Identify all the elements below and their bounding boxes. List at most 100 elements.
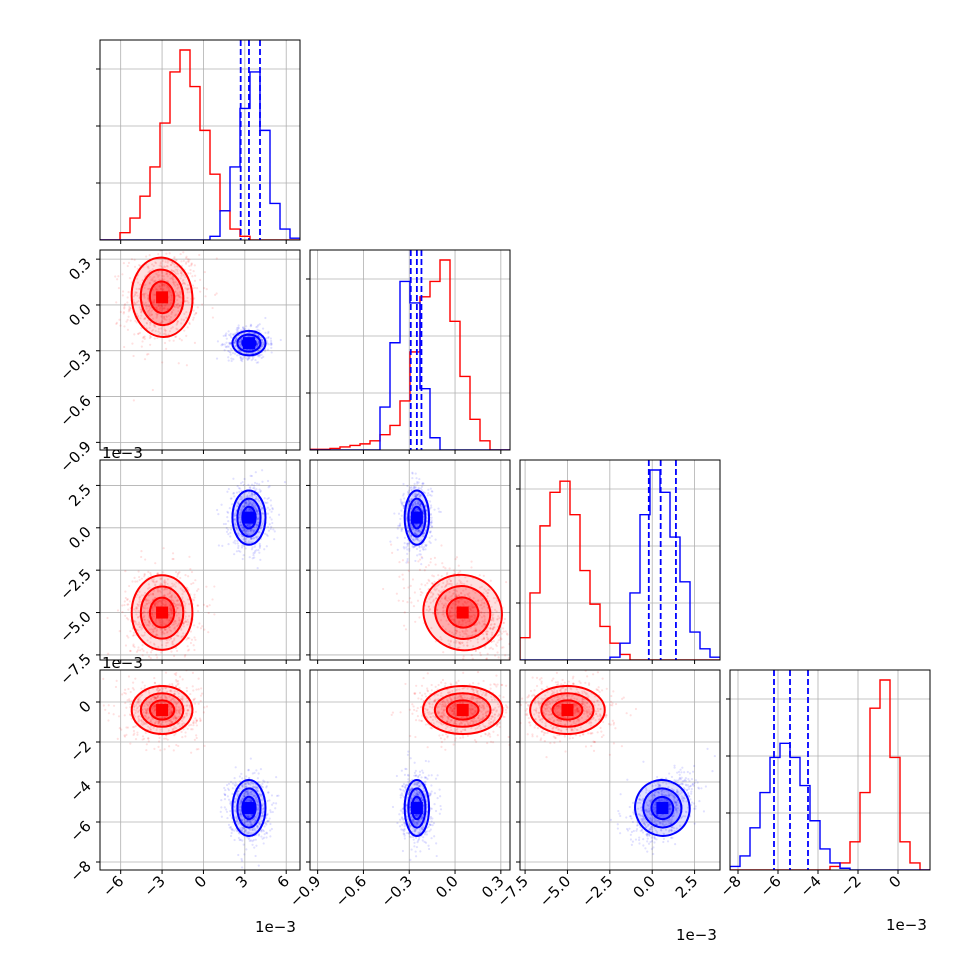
- sample-point: [397, 512, 401, 515]
- sample-point: [188, 555, 191, 558]
- sample-point: [190, 638, 194, 641]
- sample-point: [203, 628, 206, 631]
- sample-point: [252, 553, 255, 557]
- sample-point: [132, 688, 135, 691]
- sample-point: [464, 576, 467, 579]
- sample-point: [449, 582, 452, 585]
- sample-point: [255, 326, 258, 329]
- sample-point: [260, 339, 264, 342]
- panel-3-0: −6 −3 0 3 6−8−6−4−20: [66, 669, 301, 900]
- sample-point: [153, 325, 156, 328]
- sample-point: [162, 317, 165, 320]
- sample-point: [160, 644, 164, 647]
- sample-point: [254, 550, 257, 553]
- sample-point: [411, 504, 414, 507]
- sample-point: [481, 601, 484, 605]
- sample-point: [136, 607, 139, 610]
- sample-point: [175, 323, 178, 326]
- sample-point: [237, 534, 240, 537]
- sample-point: [163, 315, 166, 318]
- sample-point: [258, 353, 261, 357]
- sample-point: [234, 524, 237, 527]
- sample-point: [184, 653, 187, 657]
- sample-point: [132, 729, 136, 733]
- sample-point: [433, 556, 437, 559]
- sample-point: [126, 603, 129, 606]
- sample-point: [171, 610, 174, 613]
- sample-point: [115, 679, 118, 682]
- sample-point: [157, 270, 160, 274]
- sample-point: [127, 603, 130, 606]
- sample-point: [182, 635, 185, 638]
- sample-point: [403, 611, 406, 614]
- sample-point: [412, 605, 416, 608]
- sample-point: [159, 304, 162, 307]
- sample-point: [157, 275, 160, 278]
- sample-point: [159, 261, 162, 264]
- sample-point: [240, 510, 243, 513]
- sample-point: [235, 337, 238, 340]
- sample-point: [166, 275, 169, 278]
- sample-point: [176, 328, 179, 331]
- sample-point: [153, 664, 155, 666]
- sample-point: [159, 577, 162, 580]
- sample-point: [480, 599, 483, 602]
- sample-point: [244, 501, 248, 504]
- sample-point: [459, 641, 462, 644]
- sample-point: [251, 352, 254, 355]
- sample-point: [145, 743, 148, 746]
- sample-point: [141, 681, 144, 684]
- sample-point: [241, 544, 244, 547]
- sample-point: [133, 302, 137, 305]
- sample-point: [463, 583, 466, 586]
- sample-point: [485, 590, 488, 593]
- sample-point: [174, 610, 177, 614]
- sample-point: [152, 328, 155, 332]
- sample-point: [481, 607, 484, 610]
- sample-point: [455, 593, 458, 596]
- sample-point: [248, 503, 251, 506]
- sample-point: [493, 626, 496, 629]
- sample-point: [270, 510, 273, 513]
- sample-point: [482, 605, 486, 608]
- sample-point: [450, 594, 454, 597]
- sample-point: [142, 606, 145, 610]
- sample-point: [251, 504, 254, 508]
- sample-point: [121, 273, 124, 276]
- sample-point: [416, 554, 419, 557]
- sample-point: [151, 612, 154, 615]
- sample-point: [185, 334, 188, 337]
- sample-point: [496, 651, 499, 654]
- sample-point: [176, 292, 179, 295]
- sample-point: [419, 503, 422, 506]
- sample-point: [165, 588, 169, 591]
- sample-point: [249, 523, 252, 526]
- sample-point: [233, 512, 236, 516]
- sample-point: [448, 609, 451, 612]
- sample-point: [269, 343, 273, 346]
- sample-point: [156, 315, 159, 318]
- sample-point: [399, 500, 403, 503]
- sample-point: [176, 624, 179, 627]
- sample-point: [227, 349, 230, 353]
- sample-point: [483, 622, 486, 625]
- sample-point: [238, 513, 241, 517]
- sample-point: [483, 620, 486, 623]
- sample-point: [487, 588, 490, 591]
- sample-point: [170, 608, 173, 611]
- sample-point: [164, 329, 167, 332]
- sample-point: [408, 549, 411, 552]
- sample-point: [412, 546, 415, 549]
- sample-point: [267, 332, 270, 335]
- sample-point: [156, 312, 159, 316]
- sample-point: [163, 580, 166, 583]
- sample-point: [161, 289, 165, 292]
- sample-point: [261, 343, 264, 346]
- sample-point: [268, 485, 271, 488]
- sample-point: [233, 518, 236, 521]
- sample-point: [262, 355, 265, 358]
- sample-point: [256, 512, 259, 515]
- sample-point: [168, 626, 172, 629]
- sample-point: [442, 604, 445, 607]
